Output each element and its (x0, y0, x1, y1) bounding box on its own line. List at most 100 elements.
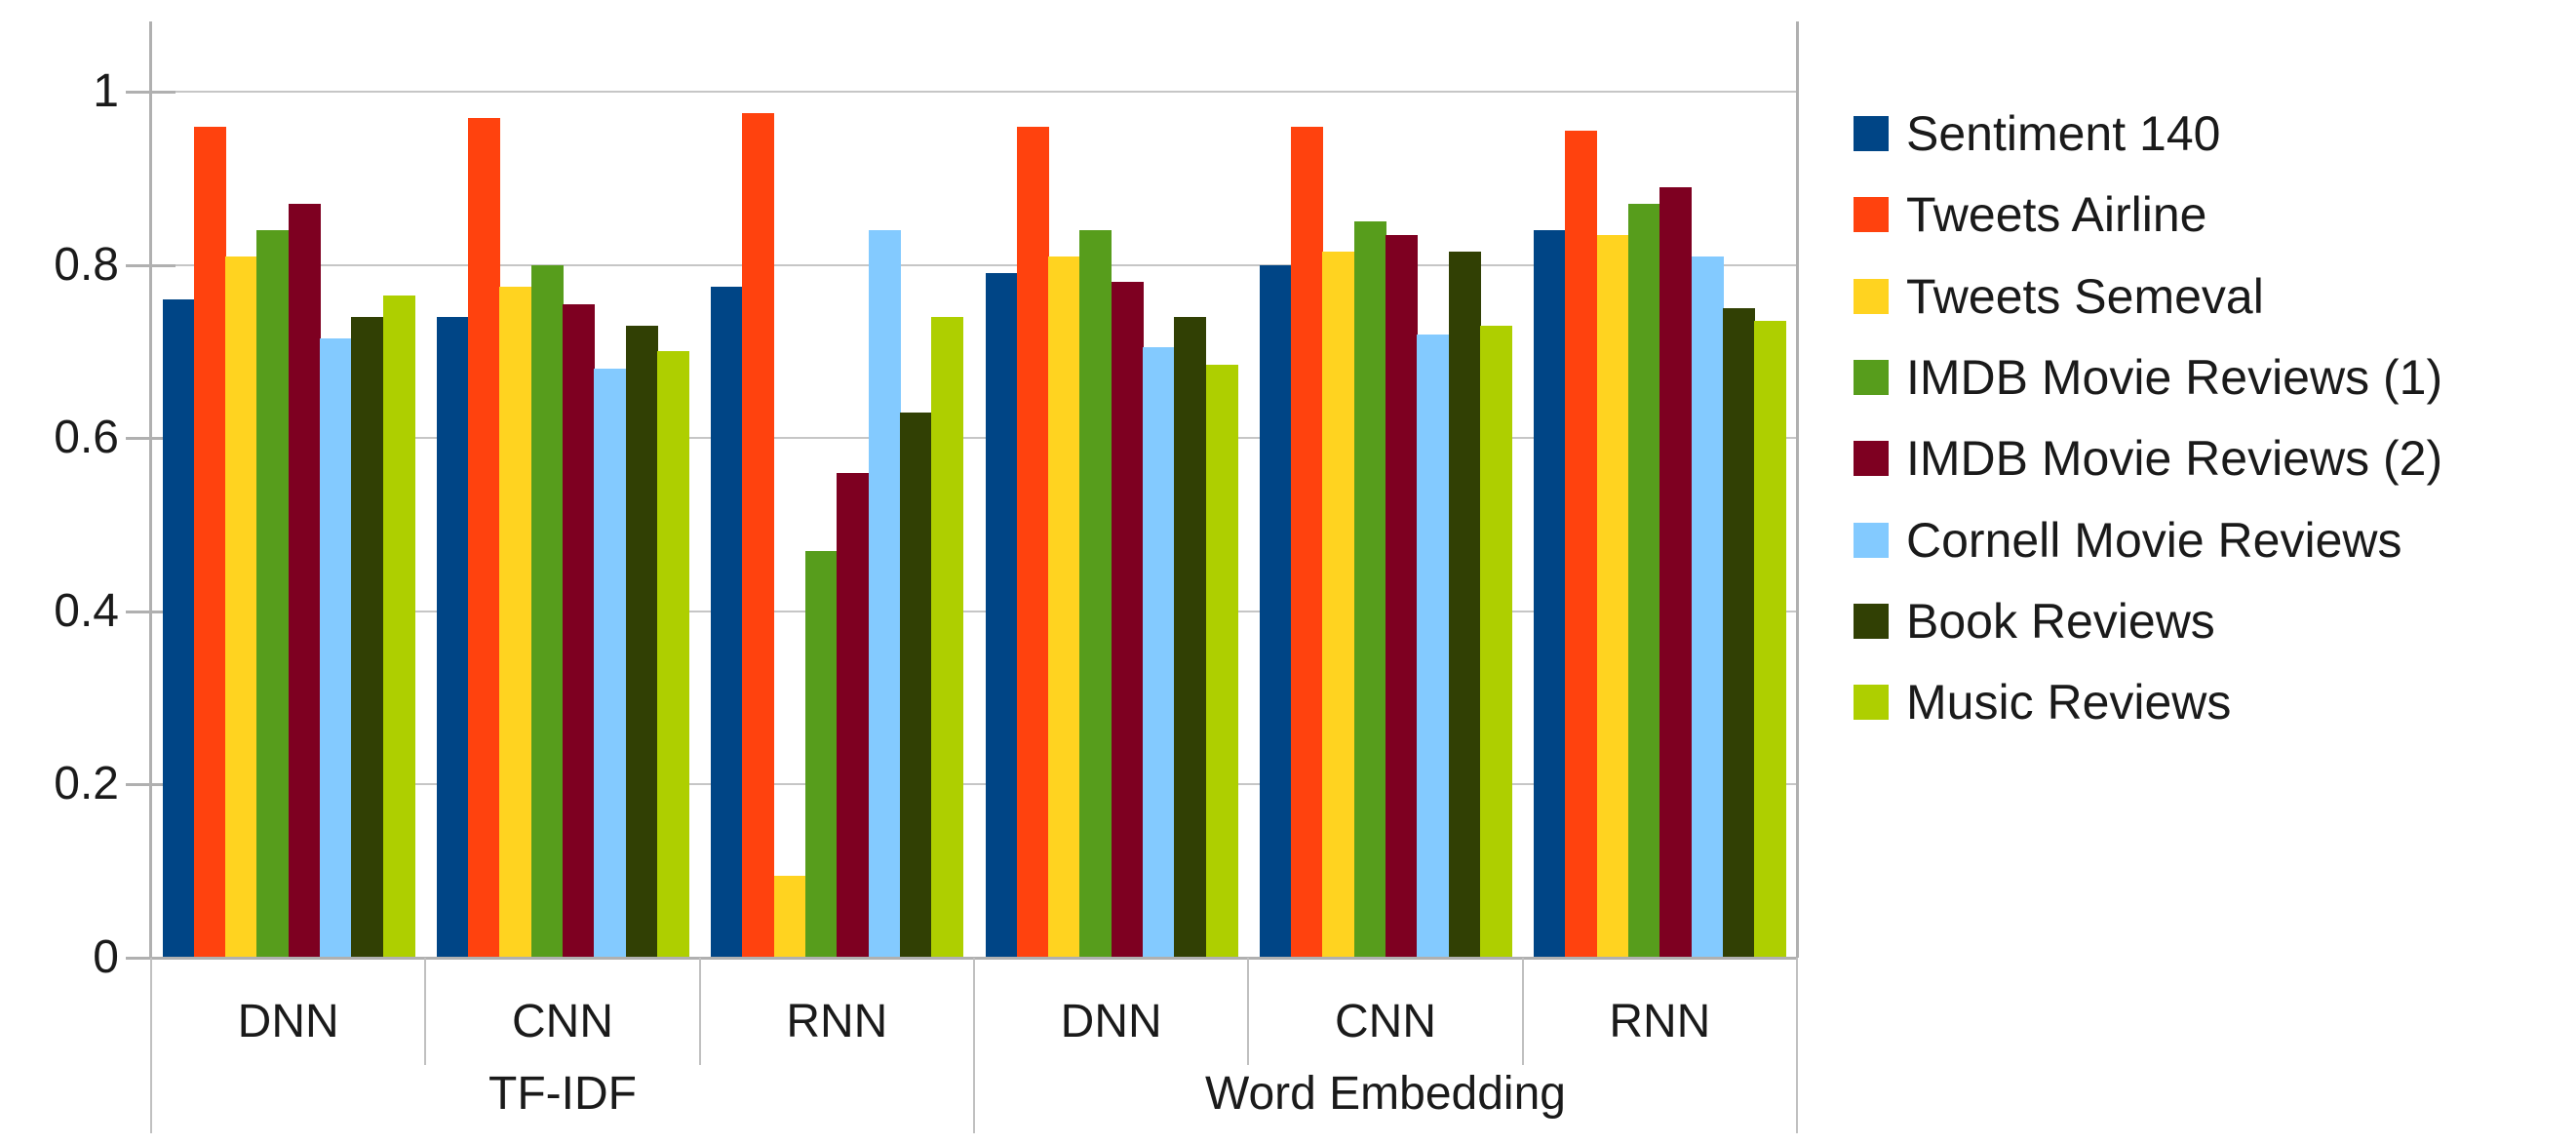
bar-cornell-movie-reviews (1417, 334, 1450, 958)
y-gridline (151, 610, 1797, 612)
legend-swatch (1854, 278, 1889, 314)
bar-imdb-movie-reviews-1- (805, 550, 839, 958)
bar-tweets-airline (193, 126, 226, 958)
bar-imdb-movie-reviews-2- (563, 303, 596, 958)
bar-sentiment-140 (1534, 230, 1567, 958)
x-axis-group-separator (1521, 958, 1524, 1065)
legend-label: Music Reviews (1906, 675, 2232, 730)
bar-music-reviews (931, 316, 964, 958)
bar-book-reviews (1722, 308, 1755, 958)
y-axis-tick-label: 1 (93, 65, 119, 117)
x-axis-label-model: CNN (1334, 996, 1436, 1047)
bar-cornell-movie-reviews (1143, 346, 1175, 958)
x-axis-label-model: CNN (511, 996, 613, 1047)
bar-imdb-movie-reviews-2- (837, 472, 870, 958)
bar-imdb-movie-reviews-2- (1111, 282, 1144, 958)
legend-label: Tweets Airline (1906, 187, 2207, 243)
legend-swatch (1854, 116, 1889, 151)
legend-item: Music Reviews (1854, 676, 2231, 729)
y-gridline (151, 437, 1797, 440)
bar-sentiment-140 (711, 286, 744, 958)
legend-item: IMDB Movie Reviews (1) (1854, 351, 2442, 404)
x-axis-group-separator (150, 958, 152, 1133)
bar-cornell-movie-reviews (1691, 256, 1724, 958)
x-axis-label-feature: TF-IDF (488, 1068, 637, 1120)
bar-imdb-movie-reviews-1- (256, 230, 290, 958)
bar-tweets-semeval (225, 256, 258, 958)
bar-music-reviews (382, 295, 415, 958)
y-gridline (151, 263, 1797, 266)
y-axis-line (149, 21, 152, 958)
legend-item: IMDB Movie Reviews (2) (1854, 432, 2442, 485)
legend-swatch (1854, 685, 1889, 721)
legend-item: Tweets Airline (1854, 188, 2206, 241)
bar-sentiment-140 (1259, 264, 1292, 958)
legend-item: Sentiment 140 (1854, 107, 2220, 160)
bar-tweets-airline (742, 113, 775, 958)
bar-imdb-movie-reviews-2- (288, 204, 321, 958)
bar-tweets-airline (1016, 126, 1049, 958)
legend-item: Tweets Semeval (1854, 270, 2264, 323)
bar-book-reviews (1174, 316, 1207, 958)
bar-music-reviews (1479, 325, 1512, 958)
legend-label: IMDB Movie Reviews (1) (1906, 349, 2443, 405)
bar-music-reviews (1205, 364, 1238, 958)
y-axis-tick-label: 0 (93, 931, 119, 983)
bar-tweets-semeval (1322, 252, 1355, 958)
bar-sentiment-140 (985, 273, 1018, 958)
x-axis-group-separator (1796, 958, 1798, 1133)
x-axis-label-feature: Word Embedding (1205, 1068, 1566, 1120)
plot-right-border (1796, 21, 1799, 958)
bar-tweets-semeval (1596, 234, 1629, 958)
bar-imdb-movie-reviews-2- (1386, 234, 1419, 958)
bar-music-reviews (1754, 321, 1787, 958)
legend-swatch (1854, 522, 1889, 558)
bar-imdb-movie-reviews-1- (1628, 204, 1661, 958)
x-axis-group-separator (973, 958, 975, 1133)
legend-label: Sentiment 140 (1906, 106, 2221, 161)
bar-imdb-movie-reviews-1- (1353, 221, 1386, 958)
legend-item: Cornell Movie Reviews (1854, 514, 2402, 567)
bar-tweets-semeval (1048, 256, 1081, 958)
legend-swatch (1854, 441, 1889, 477)
bar-book-reviews (899, 412, 932, 958)
bar-cornell-movie-reviews (594, 369, 627, 958)
bar-tweets-airline (1291, 126, 1324, 958)
y-axis-tick-label: 0.4 (54, 584, 119, 637)
legend-swatch (1854, 603, 1889, 639)
y-axis-tick-label: 0.6 (54, 412, 119, 464)
x-axis-line (126, 957, 1797, 960)
bar-sentiment-140 (436, 316, 469, 958)
bar-tweets-airline (1565, 130, 1598, 958)
y-gridline (151, 783, 1797, 786)
x-axis-label-model: RNN (1609, 996, 1711, 1047)
legend-item: Book Reviews (1854, 595, 2215, 648)
bar-tweets-semeval (499, 286, 532, 958)
y-axis-tick-label: 0.8 (54, 238, 119, 291)
bar-cornell-movie-reviews (320, 338, 352, 958)
bar-music-reviews (656, 351, 689, 958)
bar-imdb-movie-reviews-1- (1079, 230, 1112, 958)
legend-label: IMDB Movie Reviews (2) (1906, 431, 2443, 487)
bar-book-reviews (625, 325, 658, 958)
bar-imdb-movie-reviews-2- (1659, 186, 1693, 958)
legend-label: Cornell Movie Reviews (1906, 512, 2402, 568)
x-axis-label-model: DNN (1060, 996, 1162, 1047)
x-axis-group-separator (424, 958, 427, 1065)
legend-label: Tweets Semeval (1906, 268, 2264, 324)
bar-cornell-movie-reviews (868, 230, 901, 958)
x-axis-label-model: DNN (237, 996, 339, 1047)
x-axis-label-model: RNN (786, 996, 888, 1047)
bar-book-reviews (351, 316, 384, 958)
bar-tweets-airline (468, 117, 501, 958)
x-axis-group-separator (1247, 958, 1250, 1065)
legend-label: Book Reviews (1906, 593, 2215, 649)
x-axis-group-separator (698, 958, 701, 1065)
bar-sentiment-140 (162, 299, 195, 958)
bar-tweets-semeval (773, 875, 806, 958)
bar-book-reviews (1448, 252, 1481, 958)
y-axis-tick-label: 0.2 (54, 758, 119, 810)
legend-swatch (1854, 197, 1889, 233)
y-gridline (151, 91, 1797, 93)
